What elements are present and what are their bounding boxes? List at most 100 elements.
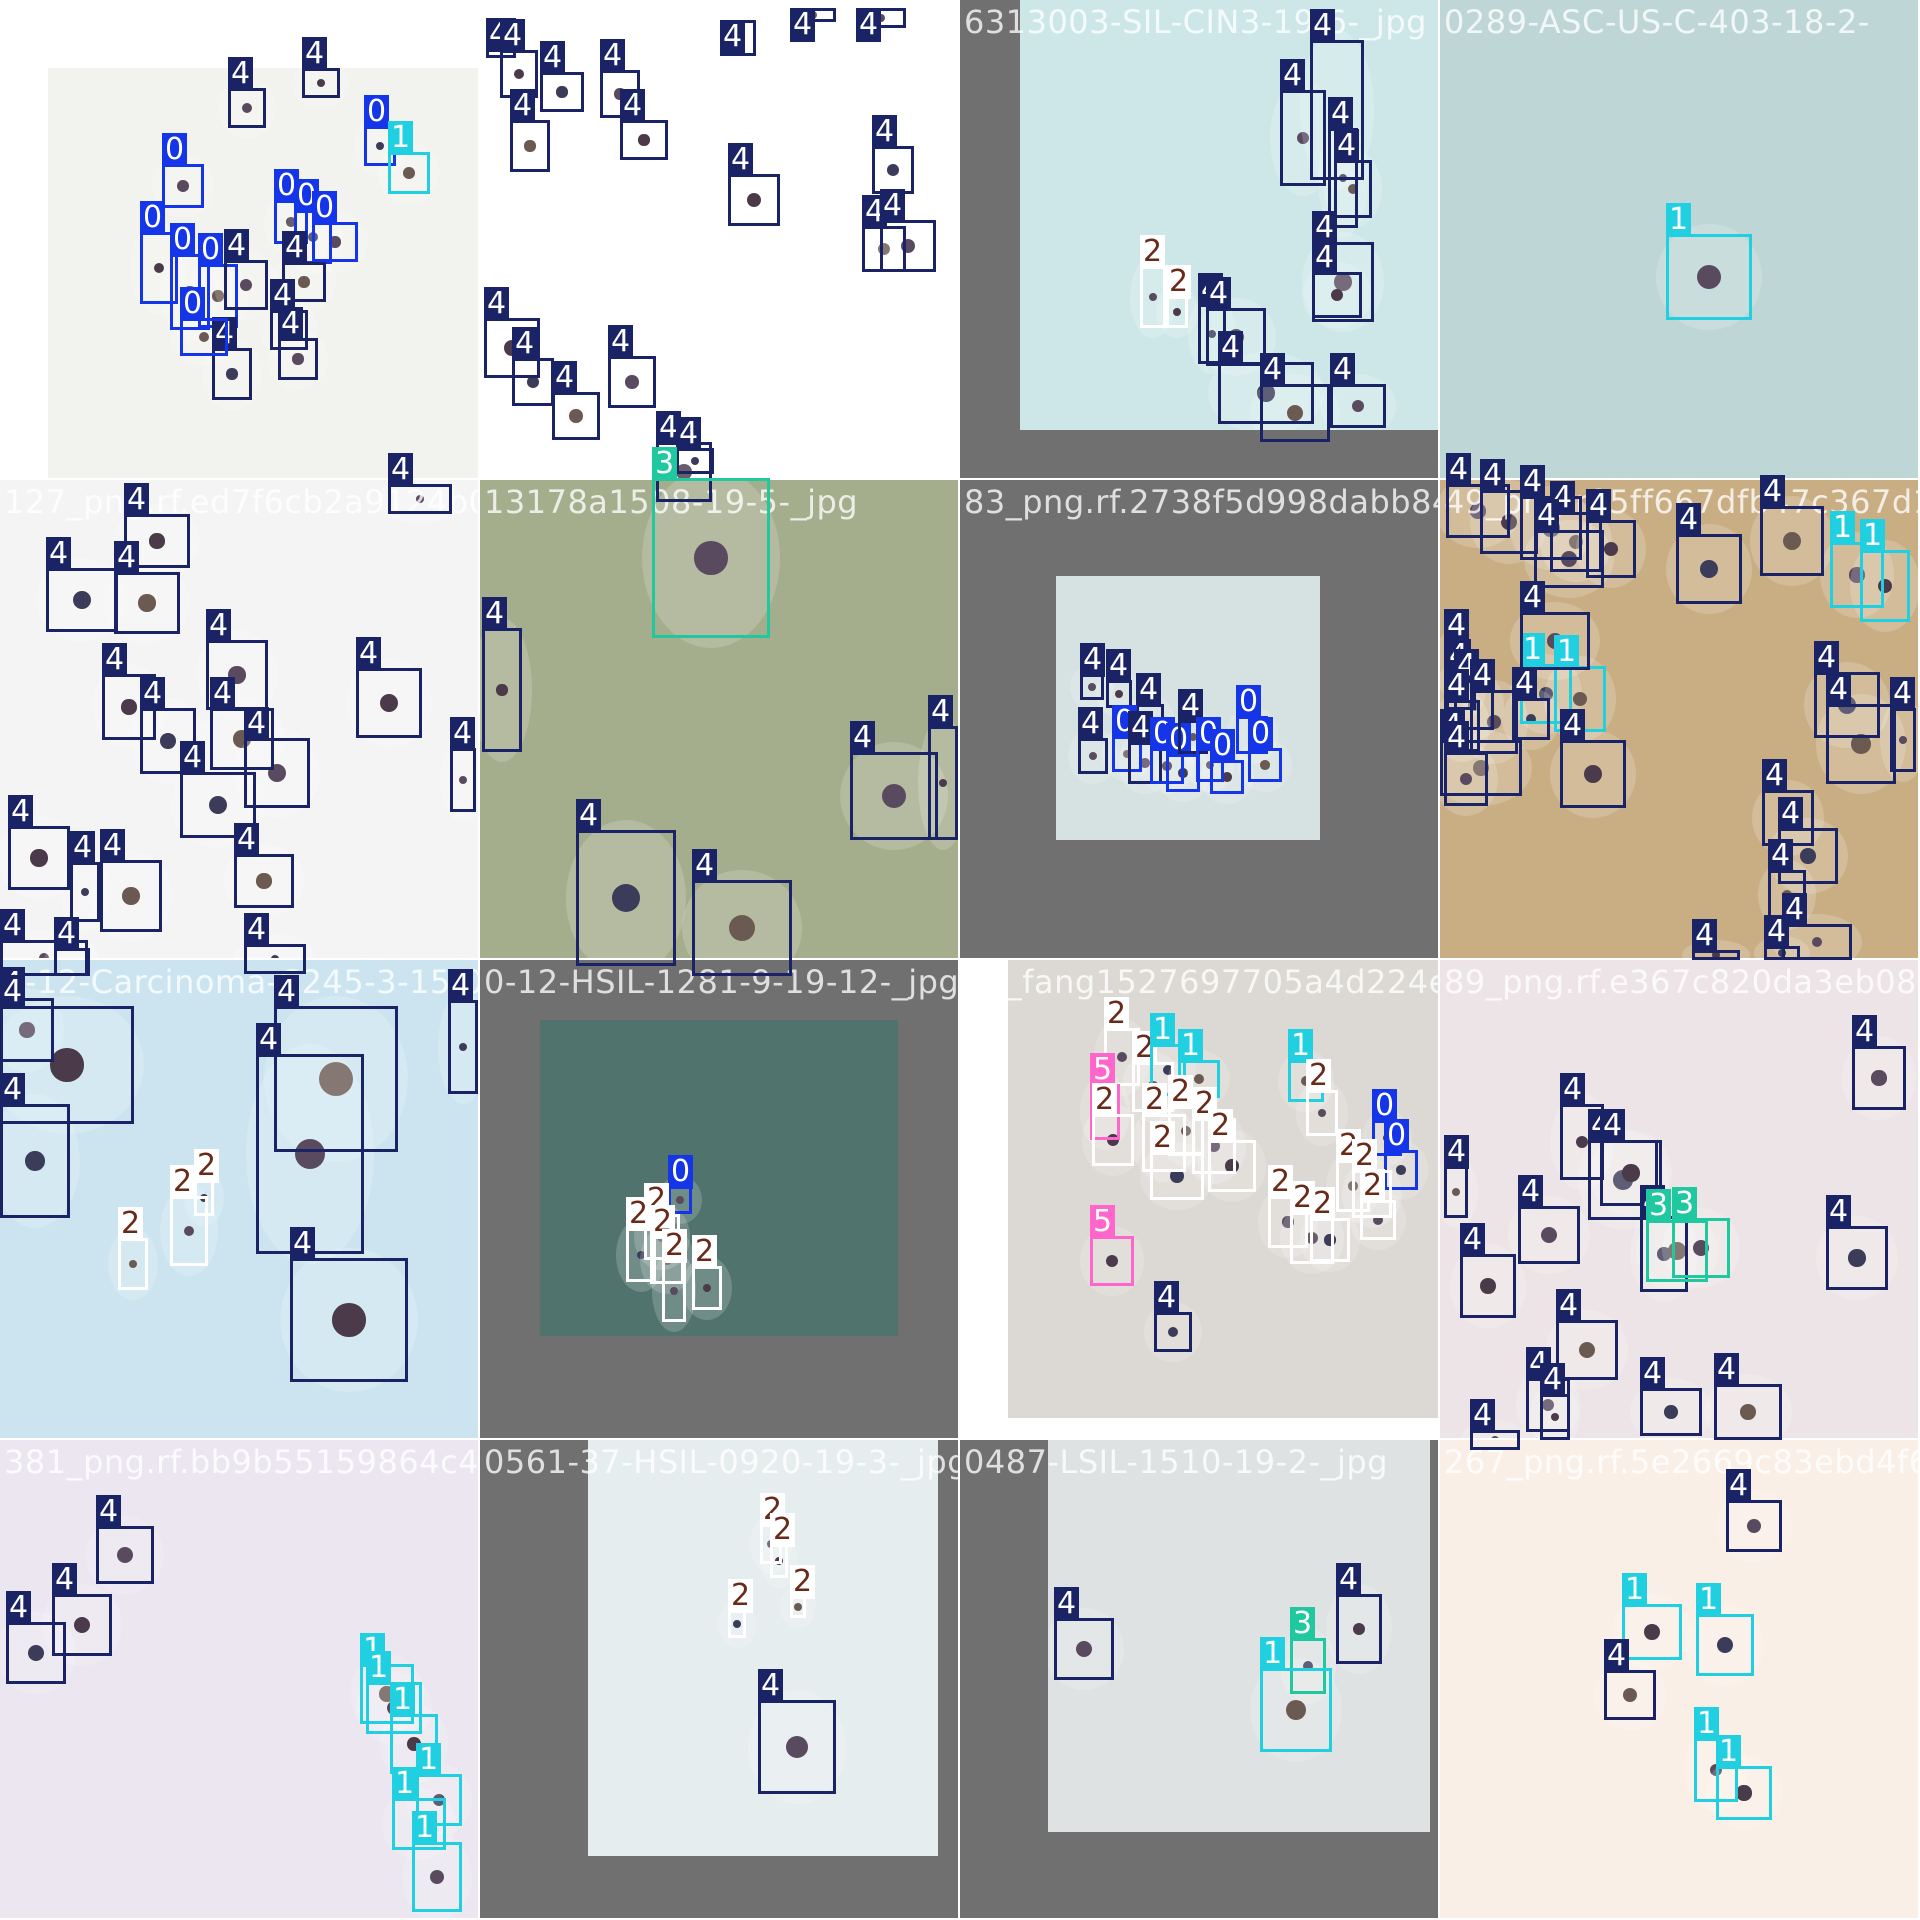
class-label: 4 [1512, 667, 1538, 701]
class-label: 4 [510, 89, 536, 123]
detection-box: 2 [1142, 1083, 1186, 1172]
nucleus-shape [138, 594, 156, 612]
detection-box: 4 [1760, 475, 1824, 576]
nucleus-shape [1105, 1254, 1119, 1268]
class-label: 4 [500, 19, 526, 53]
detection-box: 5 [1090, 1205, 1134, 1286]
nucleus-shape [1664, 1405, 1678, 1419]
class-label: 2 [1166, 265, 1192, 299]
nucleus-shape [1075, 1640, 1093, 1658]
nucleus-shape [122, 887, 140, 905]
detection-box: 4 [856, 8, 906, 42]
class-label: 0 [198, 233, 224, 267]
detection-box: 4 [1560, 709, 1626, 808]
class-label: 2 [1310, 1187, 1336, 1221]
detection-box: 4 [212, 317, 252, 400]
class-label: 4 [278, 307, 304, 341]
detection-box: 4 [928, 695, 958, 840]
detection-box: 2 [1306, 1059, 1338, 1136]
class-label: 4 [256, 1023, 282, 1057]
detection-box: 0 [1210, 729, 1244, 794]
nucleus-shape [1352, 1622, 1366, 1636]
nucleus-shape [614, 88, 626, 100]
class-label: 4 [1446, 453, 1472, 487]
detection-box: 4 [1446, 453, 1510, 538]
detection-box: 1 [1830, 511, 1884, 608]
class-label: 4 [54, 917, 80, 951]
nucleus-shape [256, 873, 272, 889]
detection-box: 4 [256, 1023, 364, 1254]
class-label: 1 [1860, 519, 1886, 553]
detection-box: 3 [1290, 1607, 1326, 1694]
nucleus-shape [375, 141, 385, 151]
nucleus-shape [25, 1151, 45, 1171]
detection-box: 4 [1714, 1353, 1782, 1440]
nucleus-shape [1473, 760, 1489, 776]
class-label: 4 [1826, 673, 1852, 707]
nucleus-shape [1330, 288, 1344, 302]
nucleus-shape [1372, 1214, 1384, 1226]
class-label: 4 [1760, 475, 1786, 509]
class-label: 4 [1852, 1015, 1878, 1049]
class-label: 4 [6, 1591, 32, 1625]
detection-box: 4 [1154, 1281, 1192, 1352]
class-label: 2 [692, 1235, 718, 1269]
detection-box: 2 [662, 1229, 688, 1322]
nucleus-shape [1286, 404, 1304, 422]
micrograph-image [0, 1440, 478, 1918]
nucleus-shape [1550, 1412, 1560, 1422]
nucleus-shape [1848, 1249, 1866, 1267]
nucleus-shape [316, 78, 326, 88]
class-label: 4 [114, 541, 140, 575]
class-label: 4 [692, 849, 718, 883]
class-label: 0 [668, 1155, 694, 1189]
detection-box: 4 [1826, 1195, 1888, 1290]
class-label: 4 [608, 325, 634, 359]
class-label: 4 [0, 1073, 26, 1107]
detection-box: 4 [1078, 707, 1108, 774]
class-label: 0 [1248, 717, 1274, 751]
nucleus-shape [1525, 713, 1537, 725]
mosaic-tile: 1-12-Carcinoma-C245-3-15-0-124 [0, 960, 478, 1438]
class-label: 3 [1672, 1187, 1698, 1221]
detection-box: 4 [540, 41, 584, 112]
nucleus-shape [1572, 691, 1588, 707]
class-label: 4 [1444, 609, 1470, 643]
class-label: 4 [234, 823, 260, 857]
class-label: 4 [1762, 759, 1788, 793]
class-label: 4 [1470, 1399, 1496, 1433]
class-label: 0 [1196, 717, 1222, 751]
nucleus-shape [226, 368, 238, 380]
tile-caption: 127_png.rf.ed7f6cb2a9124b0 [4, 483, 478, 521]
nucleus-shape [938, 778, 948, 788]
class-label: 4 [600, 39, 626, 73]
detection-box: 4 [1312, 241, 1362, 318]
class-label: 0 [162, 133, 188, 167]
nucleus-shape [241, 102, 253, 114]
detection-box: 4 [1260, 353, 1330, 442]
nucleus-shape [73, 1616, 91, 1634]
tile-caption: 92_fang1527697705a4d224e6e8e [964, 963, 1438, 1001]
detection-box: 4 [1080, 643, 1106, 700]
class-label: 4 [210, 677, 236, 711]
class-label: 4 [8, 795, 34, 829]
detection-box: 4 [1054, 1587, 1114, 1680]
nucleus-shape [212, 290, 224, 302]
class-label: 4 [1764, 915, 1790, 949]
nucleus-shape [881, 783, 907, 809]
class-label: 4 [1444, 721, 1470, 755]
nucleus-shape [527, 376, 539, 388]
detection-box: 4 [1336, 1563, 1382, 1664]
class-label: 4 [1106, 649, 1132, 683]
class-label: 3 [1290, 1607, 1316, 1641]
class-label: 0 [1210, 729, 1236, 763]
nucleus-shape [694, 541, 728, 575]
nucleus-shape [1208, 330, 1216, 338]
class-label: 4 [758, 1669, 784, 1703]
class-label: 4 [102, 643, 128, 677]
detection-box: 4 [608, 325, 656, 408]
class-label: 4 [100, 829, 126, 863]
nucleus-shape [1285, 1699, 1307, 1721]
class-label: 1 [412, 1811, 438, 1845]
detection-box: 0 [1248, 717, 1282, 782]
